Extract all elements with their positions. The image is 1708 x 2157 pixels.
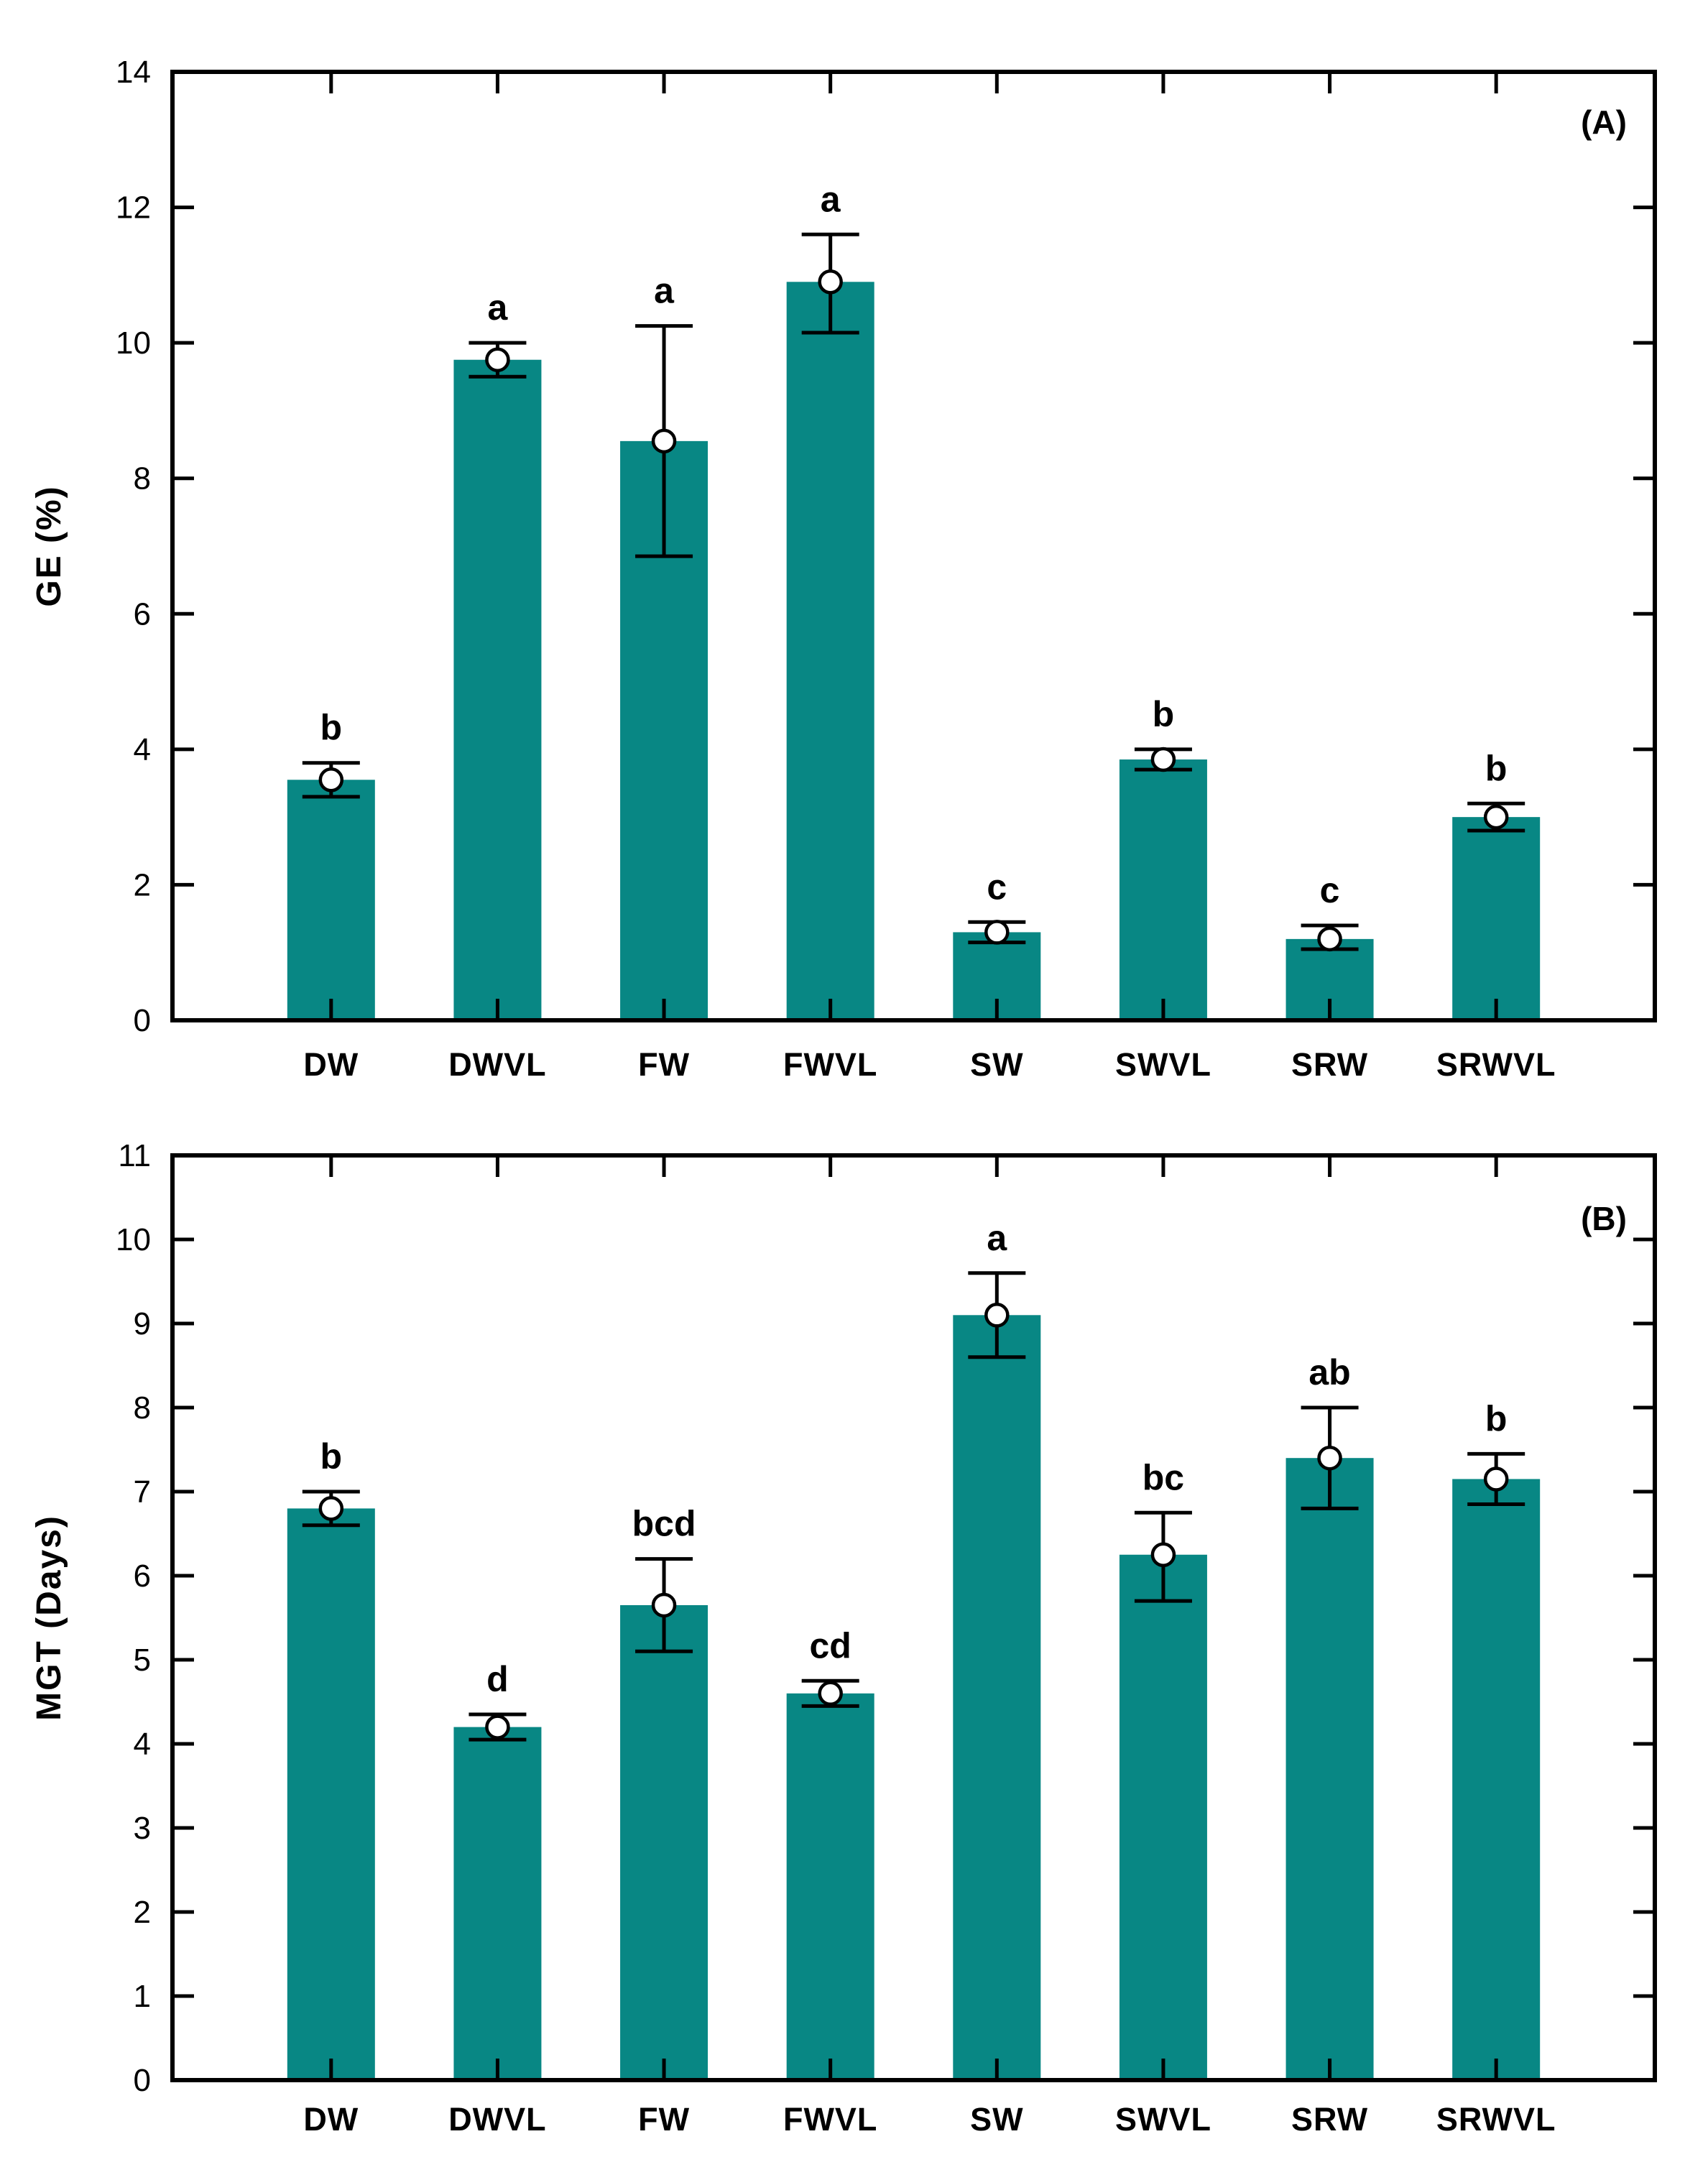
x-category-label: SRWVL [1436, 1046, 1556, 1083]
mean-marker [1150, 747, 1176, 772]
y-tick-label: 5 [134, 1643, 151, 1678]
x-category-label: FW [638, 2101, 690, 2138]
mean-marker [318, 1496, 344, 1521]
significance-letter: b [320, 708, 343, 748]
bar-DWVL [453, 359, 542, 1020]
y-tick-label: 6 [134, 1558, 151, 1594]
y-tick-label: 6 [134, 596, 151, 632]
significance-letter: b [1485, 748, 1508, 788]
significance-letter: a [821, 179, 841, 219]
significance-letter: b [1485, 1398, 1508, 1438]
significance-letter: a [987, 1218, 1007, 1258]
mean-marker [485, 1714, 510, 1740]
panel-a-chart: 0 2 4 6 8 10 12 14 DW DWVL FW FWVL SW SWVL SRW SRWVL b a a… [30, 55, 1657, 1083]
bar-FW [620, 1604, 708, 2080]
x-category-label: DWVL [448, 2101, 546, 2138]
y-tick-label: 0 [134, 2063, 151, 2098]
x-category-label: DW [303, 1046, 359, 1083]
significance-letter: ab [1308, 1352, 1350, 1392]
panel-corner-label: (B) [1581, 1200, 1627, 1237]
y-tick-label: 10 [116, 325, 151, 361]
bar-SRW [1285, 1458, 1374, 2080]
y-tick-label: 11 [118, 1138, 151, 1173]
significance-letter: b [320, 1436, 343, 1477]
significance-letter: d [486, 1659, 509, 1699]
y-tick-label: 8 [134, 1390, 151, 1426]
significance-letter: c [1320, 870, 1340, 910]
bar-SWVL [1119, 759, 1207, 1020]
panel-b: 0 1 2 3 4 5 6 7 8 9 10 11 DW DWVL FW FWVL SW SWVL SRW SRWVL… [0, 1114, 1708, 2157]
bar-SWVL [1119, 1554, 1207, 2080]
x-category-label: SRW [1291, 2101, 1368, 2138]
y-tick-label: 2 [134, 867, 151, 902]
x-category-label: SW [970, 2101, 1024, 2138]
y-tick-label: 14 [116, 55, 151, 90]
mean-marker [1483, 1467, 1509, 1492]
y-tick-label: 8 [134, 461, 151, 496]
bar-SRWVL [1452, 817, 1541, 1020]
bar-DW [287, 780, 375, 1020]
bar-SW [953, 1315, 1041, 2080]
significance-letter: bcd [632, 1504, 696, 1544]
panel-a: 0 2 4 6 8 10 12 14 DW DWVL FW FWVL SW SWVL SRW SRWVL b a a… [30, 55, 1657, 1083]
x-category-label: DWVL [448, 1046, 546, 1083]
bar-FWVL [786, 282, 874, 1021]
mean-marker [1150, 1542, 1176, 1567]
mean-marker [984, 1303, 1010, 1328]
mean-marker [1317, 1445, 1342, 1471]
mean-marker [984, 920, 1010, 945]
x-category-label: FWVL [783, 1046, 877, 1083]
y-tick-label: 12 [116, 190, 151, 226]
significance-letter: b [1153, 694, 1175, 734]
y-tick-label: 0 [134, 1003, 151, 1038]
bar-SRWVL [1452, 1479, 1541, 2080]
mean-marker [318, 767, 344, 793]
bar-DW [287, 1508, 375, 2080]
y-tick-label: 4 [134, 732, 151, 767]
y-tick-label: 3 [134, 1811, 151, 1846]
bar-DWVL [453, 1727, 542, 2080]
significance-letter: c [987, 867, 1007, 907]
y-axis-title: GE (%) [30, 485, 68, 606]
x-category-label: SWVL [1115, 1046, 1211, 1083]
y-tick-label: 10 [116, 1222, 151, 1257]
y-tick-label: 7 [134, 1474, 151, 1510]
significance-letter: a [488, 287, 509, 328]
bar-FWVL [786, 1693, 874, 2080]
mean-marker [1483, 804, 1509, 830]
significance-letter: cd [810, 1625, 851, 1666]
mean-marker [1317, 926, 1342, 952]
plot-frame [170, 1153, 1657, 2082]
x-category-label: SRW [1291, 1046, 1368, 1083]
y-tick-label: 9 [134, 1306, 151, 1341]
mean-marker [651, 1592, 677, 1618]
y-tick-label: 4 [134, 1727, 151, 1762]
y-axis-title: MGT (Days) [30, 1515, 68, 1721]
mean-marker [485, 347, 510, 372]
y-tick-label: 1 [134, 1979, 151, 2014]
x-category-label: SRWVL [1436, 2101, 1556, 2138]
significance-letter: a [654, 271, 675, 311]
y-tick-label: 2 [134, 1895, 151, 1930]
mean-marker [818, 269, 843, 295]
panel-corner-label: (A) [1581, 103, 1627, 141]
panel-b-chart: 0 1 2 3 4 5 6 7 8 9 10 11 DW DWVL FW FWVL SW SWVL SRW SRWVL… [30, 1138, 1657, 2138]
mean-marker [651, 428, 677, 454]
x-category-label: FWVL [783, 2101, 877, 2138]
x-category-label: SW [970, 1046, 1024, 1083]
x-category-label: FW [638, 1046, 690, 1083]
x-category-label: SWVL [1115, 2101, 1211, 2138]
plot-frame [170, 70, 1657, 1022]
x-category-label: DW [303, 2101, 359, 2138]
mean-marker [818, 1681, 843, 1706]
significance-letter: bc [1142, 1457, 1184, 1497]
